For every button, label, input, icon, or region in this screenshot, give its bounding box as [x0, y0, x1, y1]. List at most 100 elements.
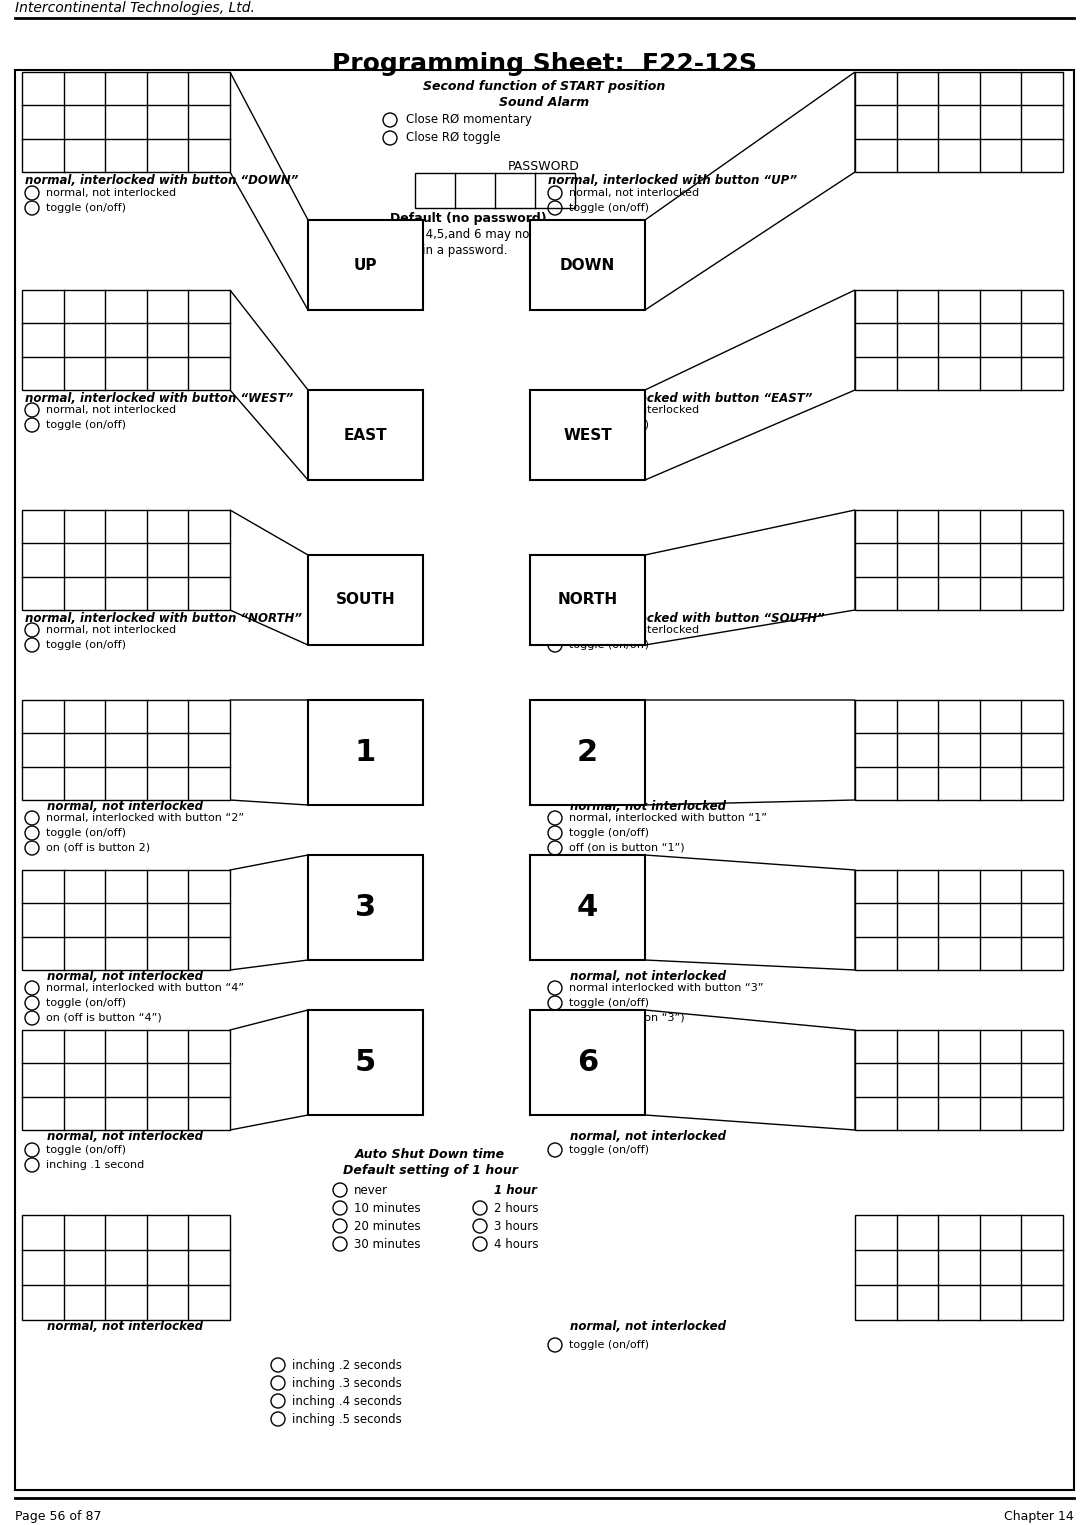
Text: Close RØ momentary: Close RØ momentary — [406, 113, 531, 127]
Bar — [855, 509, 1063, 610]
Text: toggle (on/off): toggle (on/off) — [568, 419, 649, 430]
Text: normal, not interlocked: normal, not interlocked — [47, 970, 203, 984]
Bar — [855, 869, 1063, 970]
Text: 30 minutes: 30 minutes — [354, 1237, 420, 1250]
Text: normal, not interlocked: normal, not interlocked — [568, 625, 699, 634]
Text: toggle (on/off): toggle (on/off) — [568, 1145, 649, 1154]
Text: normal, not interlocked: normal, not interlocked — [568, 188, 699, 198]
Text: Page 56 of 87: Page 56 of 87 — [15, 1510, 101, 1523]
Text: on (off is button 2): on (off is button 2) — [46, 843, 150, 852]
Bar — [22, 72, 230, 172]
Text: Note: 4,5,and 6 may not be: Note: 4,5,and 6 may not be — [390, 229, 552, 241]
Text: 2 hours: 2 hours — [494, 1202, 538, 1214]
Text: normal, not interlocked: normal, not interlocked — [46, 625, 176, 634]
Text: on (off is button “4”): on (off is button “4”) — [46, 1013, 162, 1023]
Text: normal, not interlocked: normal, not interlocked — [47, 1321, 203, 1333]
Polygon shape — [230, 509, 308, 645]
Bar — [308, 856, 423, 961]
Polygon shape — [230, 700, 308, 805]
Polygon shape — [230, 72, 308, 310]
Text: Second function of START position: Second function of START position — [423, 79, 665, 93]
Polygon shape — [645, 72, 855, 310]
Text: used in a password.: used in a password. — [390, 244, 507, 258]
Text: 2: 2 — [577, 738, 598, 767]
Polygon shape — [230, 1010, 308, 1130]
Bar — [308, 390, 423, 480]
Bar — [855, 1029, 1063, 1130]
Text: toggle (on/off): toggle (on/off) — [46, 828, 126, 839]
Text: normal, not interlocked: normal, not interlocked — [47, 801, 203, 813]
Polygon shape — [645, 700, 855, 805]
Text: Default setting of 1 hour: Default setting of 1 hour — [343, 1164, 517, 1177]
Text: toggle (on/off): toggle (on/off) — [46, 997, 126, 1008]
Polygon shape — [645, 856, 855, 970]
Text: normal, interlocked with button “NORTH”: normal, interlocked with button “NORTH” — [25, 612, 302, 625]
Bar — [855, 700, 1063, 801]
Bar — [22, 509, 230, 610]
Bar — [308, 700, 423, 805]
Bar — [530, 700, 645, 805]
Text: inching .1 second: inching .1 second — [46, 1161, 144, 1170]
Bar — [530, 856, 645, 961]
Polygon shape — [645, 1010, 855, 1130]
Text: inching .4 seconds: inching .4 seconds — [292, 1394, 402, 1408]
Text: inching .3 seconds: inching .3 seconds — [292, 1377, 402, 1389]
Text: 20 minutes: 20 minutes — [354, 1220, 420, 1232]
Bar — [855, 290, 1063, 390]
Text: Programming Sheet:  F22-12S: Programming Sheet: F22-12S — [331, 52, 757, 76]
Bar — [530, 1010, 645, 1115]
Text: 3: 3 — [355, 894, 376, 923]
Text: normal, interlocked with button “UP”: normal, interlocked with button “UP” — [548, 174, 797, 188]
Bar — [22, 290, 230, 390]
Text: normal, interlocked with button “4”: normal, interlocked with button “4” — [46, 984, 244, 993]
Text: Auto Shut Down time: Auto Shut Down time — [355, 1148, 505, 1161]
Polygon shape — [645, 290, 855, 480]
Text: toggle (on/off): toggle (on/off) — [46, 640, 126, 650]
Text: Default (no password): Default (no password) — [390, 212, 547, 226]
Text: normal, not interlocked: normal, not interlocked — [47, 1130, 203, 1144]
Text: normal, interlocked with button “WEST”: normal, interlocked with button “WEST” — [25, 392, 293, 406]
Bar — [415, 172, 575, 207]
Text: normal, not interlocked: normal, not interlocked — [46, 188, 176, 198]
Text: inching .5 seconds: inching .5 seconds — [292, 1412, 402, 1426]
Bar — [22, 1029, 230, 1130]
Text: NORTH: NORTH — [558, 593, 617, 607]
Text: toggle (on/off): toggle (on/off) — [568, 997, 649, 1008]
Text: 1 hour: 1 hour — [494, 1183, 537, 1197]
Text: PASSWORD: PASSWORD — [509, 160, 580, 172]
Text: 10 minutes: 10 minutes — [354, 1202, 420, 1214]
Text: normal, not interlocked: normal, not interlocked — [570, 970, 726, 984]
Text: Close RØ toggle: Close RØ toggle — [406, 131, 501, 145]
Text: normal, not interlocked: normal, not interlocked — [570, 801, 726, 813]
Text: normal, interlocked with button “DOWN”: normal, interlocked with button “DOWN” — [25, 174, 298, 188]
Text: UP: UP — [354, 258, 377, 273]
Text: toggle (on/off): toggle (on/off) — [568, 640, 649, 650]
Text: 4: 4 — [577, 894, 598, 923]
Bar — [22, 1215, 230, 1321]
Text: 4 hours: 4 hours — [494, 1237, 538, 1250]
Text: EAST: EAST — [344, 427, 388, 442]
Text: normal, not interlocked: normal, not interlocked — [570, 1321, 726, 1333]
Text: never: never — [354, 1183, 388, 1197]
Text: 5: 5 — [355, 1048, 376, 1077]
Polygon shape — [645, 509, 855, 645]
Bar — [530, 220, 645, 310]
Text: SOUTH: SOUTH — [335, 593, 395, 607]
Text: normal, interlocked with button “SOUTH”: normal, interlocked with button “SOUTH” — [548, 612, 824, 625]
Text: inching .2 seconds: inching .2 seconds — [292, 1359, 402, 1371]
Polygon shape — [230, 856, 308, 970]
Bar — [530, 390, 645, 480]
Text: 6: 6 — [577, 1048, 598, 1077]
Bar — [308, 220, 423, 310]
Text: normal interlocked with button “3”: normal interlocked with button “3” — [568, 984, 763, 993]
Bar — [308, 1010, 423, 1115]
Text: normal, interlocked with button “1”: normal, interlocked with button “1” — [568, 813, 767, 824]
Text: normal, interlocked with button “2”: normal, interlocked with button “2” — [46, 813, 244, 824]
Text: off (on is button “1”): off (on is button “1”) — [568, 843, 685, 852]
Bar — [22, 700, 230, 801]
Text: off (on is button “3”): off (on is button “3”) — [568, 1013, 685, 1023]
Bar — [22, 869, 230, 970]
Bar — [855, 1215, 1063, 1321]
Text: 3 hours: 3 hours — [494, 1220, 538, 1232]
Text: normal, interlocked with button “EAST”: normal, interlocked with button “EAST” — [548, 392, 812, 406]
